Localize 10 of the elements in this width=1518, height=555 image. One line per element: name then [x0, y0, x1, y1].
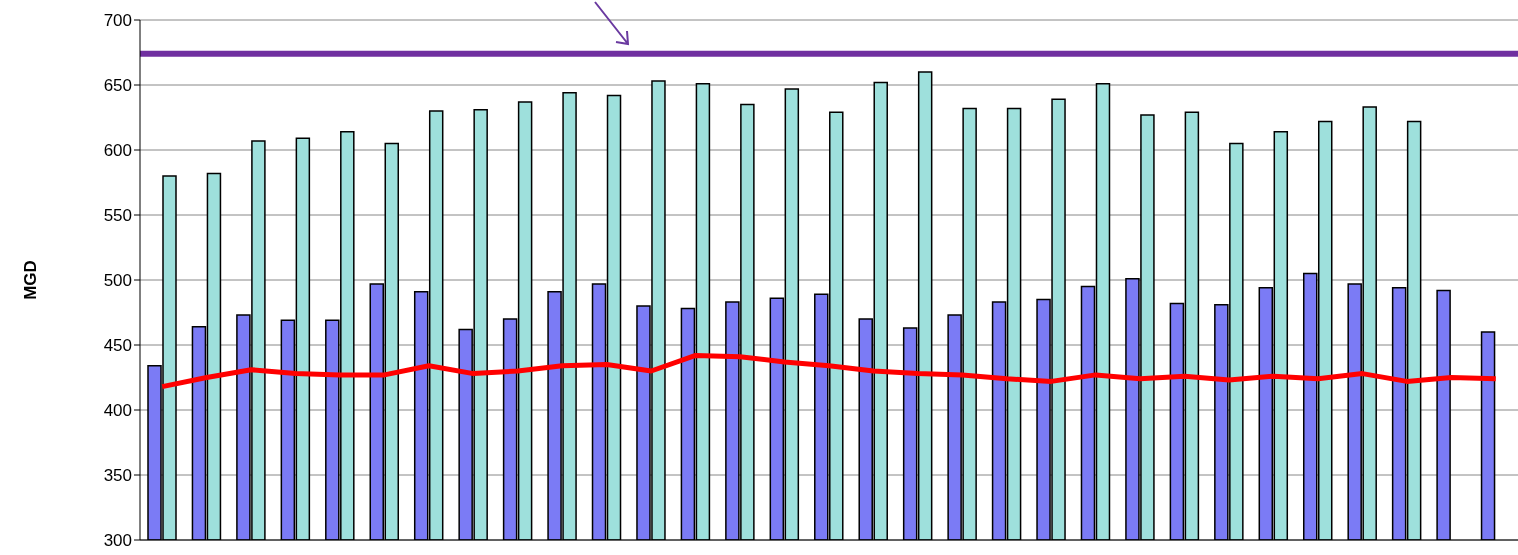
y-tick-label: 300 — [103, 531, 132, 551]
y-tick-label: 700 — [103, 11, 132, 31]
y-tick-label: 600 — [103, 141, 132, 161]
y-tick-label: 500 — [103, 271, 132, 291]
y-tick-label: 450 — [103, 336, 132, 356]
y-tick-label: 350 — [103, 466, 132, 486]
y-tick-label: 650 — [103, 76, 132, 96]
y-axis-title: MGD — [21, 260, 41, 300]
y-tick-label: 400 — [103, 401, 132, 421]
y-tick-label: 550 — [103, 206, 132, 226]
